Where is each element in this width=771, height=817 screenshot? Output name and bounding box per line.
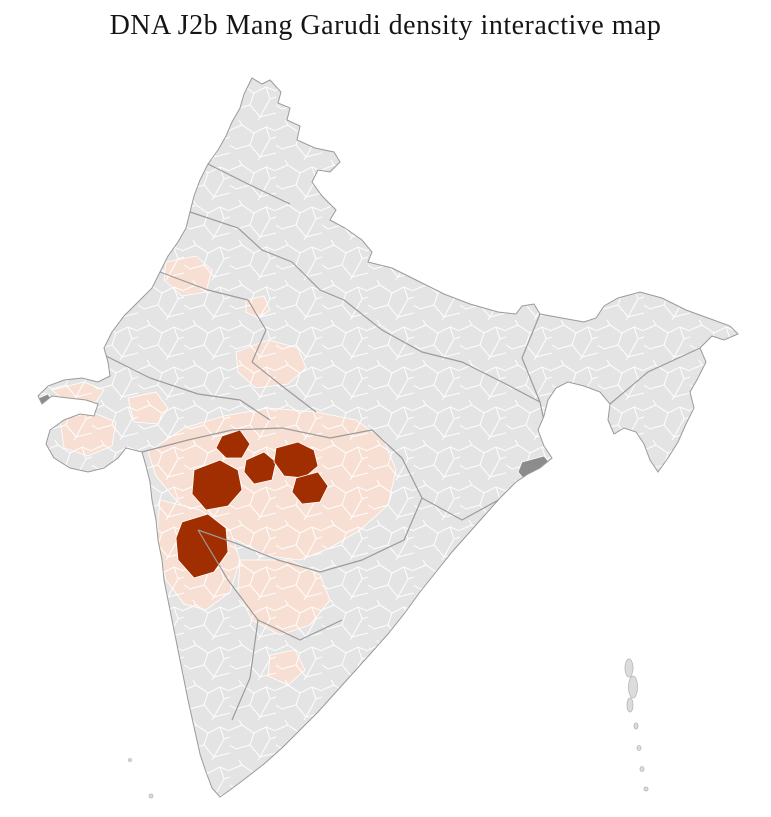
nicobar-island-2[interactable] <box>636 745 642 751</box>
islands-layer[interactable] <box>128 658 649 799</box>
andaman-island-1[interactable] <box>624 658 634 678</box>
page-title: DNA J2b Mang Garudi density interactive … <box>109 10 662 41</box>
state-borders <box>105 163 701 721</box>
andaman-island-2[interactable] <box>628 675 638 699</box>
high-density-district-5[interactable] <box>191 459 243 511</box>
andaman-island-3[interactable] <box>626 697 634 713</box>
high-density-district-4[interactable] <box>291 471 329 505</box>
nicobar-island-4[interactable] <box>643 786 649 792</box>
nicobar-island-3[interactable] <box>639 766 645 772</box>
india-outline <box>37 77 739 798</box>
high-density-district-3[interactable] <box>273 441 319 479</box>
high-density-district-6[interactable] <box>175 513 229 579</box>
high-density-district-2[interactable] <box>243 451 277 485</box>
lakshadweep-island-1[interactable] <box>148 793 154 799</box>
lakshadweep-island-2[interactable] <box>128 758 132 762</box>
nicobar-island-1[interactable] <box>633 722 639 730</box>
